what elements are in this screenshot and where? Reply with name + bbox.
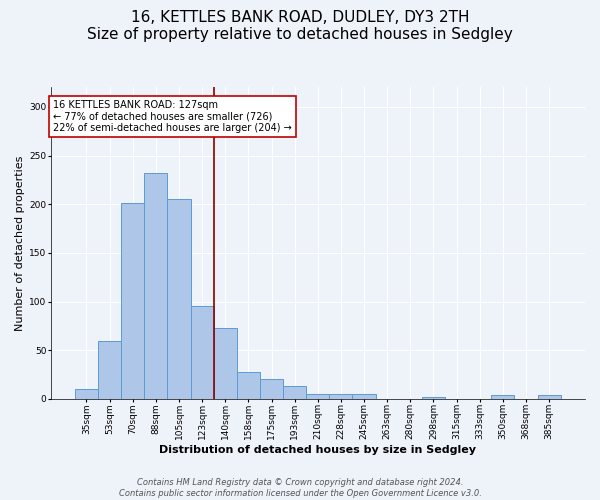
Bar [422,397,445,399]
Bar [144,173,167,399]
Bar [329,394,352,399]
Bar [283,386,306,399]
Bar [491,395,514,399]
Text: 16 KETTLES BANK ROAD: 127sqm
← 77% of detached houses are smaller (726)
22% of s: 16 KETTLES BANK ROAD: 127sqm ← 77% of de… [53,100,292,133]
Bar [167,200,191,399]
Bar [260,380,283,399]
Bar [352,394,376,399]
Bar [306,394,329,399]
Bar [237,372,260,399]
Bar [121,203,144,399]
Bar [538,395,561,399]
Y-axis label: Number of detached properties: Number of detached properties [15,156,25,331]
Text: Contains HM Land Registry data © Crown copyright and database right 2024.
Contai: Contains HM Land Registry data © Crown c… [119,478,481,498]
Bar [191,306,214,399]
Bar [98,342,121,399]
Text: 16, KETTLES BANK ROAD, DUDLEY, DY3 2TH
Size of property relative to detached hou: 16, KETTLES BANK ROAD, DUDLEY, DY3 2TH S… [87,10,513,42]
X-axis label: Distribution of detached houses by size in Sedgley: Distribution of detached houses by size … [159,445,476,455]
Bar [75,389,98,399]
Bar [214,328,237,399]
